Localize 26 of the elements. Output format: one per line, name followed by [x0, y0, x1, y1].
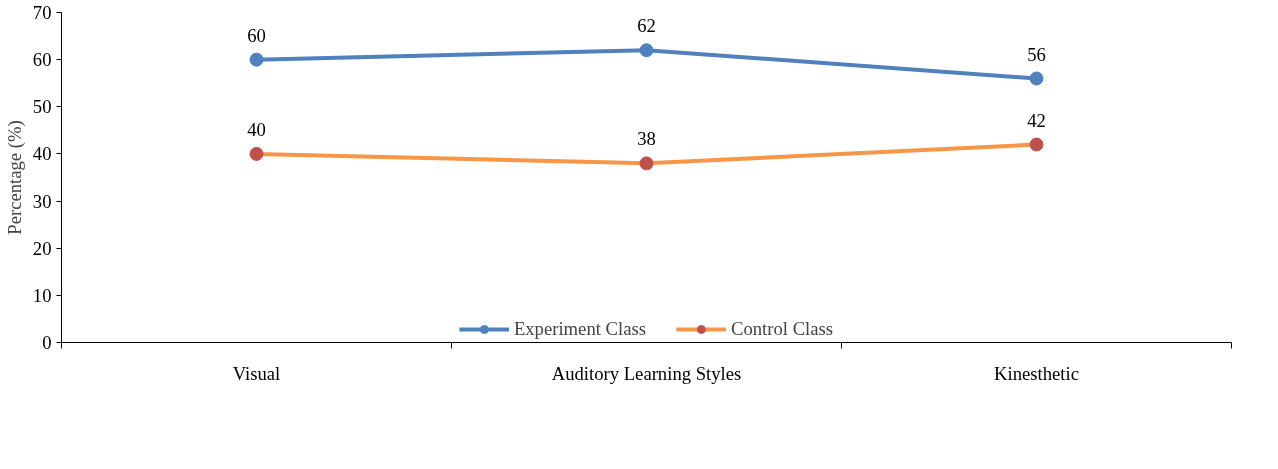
legend-label: Control Class [731, 318, 834, 340]
y-tick-label: 30 [32, 190, 52, 212]
point [249, 52, 264, 67]
data-label: 40 [247, 118, 266, 140]
y-tick-label: 40 [32, 143, 52, 165]
point [639, 156, 654, 171]
legend-label: Experiment Class [513, 318, 647, 340]
x-tick-label: Visual [232, 362, 281, 384]
point [249, 146, 264, 161]
y-tick-label: 50 [32, 96, 52, 118]
x-tick-label: Auditory Learning Styles [551, 362, 742, 384]
point [1029, 137, 1044, 152]
y-tick-label: 10 [32, 284, 52, 306]
point [1029, 71, 1044, 86]
y-tick-label: 20 [32, 237, 52, 259]
x-tick-label: Kinesthetic [994, 362, 1079, 384]
y-tick-label: 60 [32, 49, 52, 71]
data-label: 60 [247, 24, 266, 46]
data-label: 56 [1027, 43, 1046, 65]
y-tick-label: 0 [42, 332, 52, 353]
data-label: 42 [1027, 109, 1046, 131]
y-axis-title: Percentage (%) [3, 120, 26, 235]
y-tick-label: 70 [32, 2, 52, 23]
data-label: 38 [637, 128, 656, 150]
data-label: 62 [637, 15, 656, 37]
point [639, 43, 654, 58]
